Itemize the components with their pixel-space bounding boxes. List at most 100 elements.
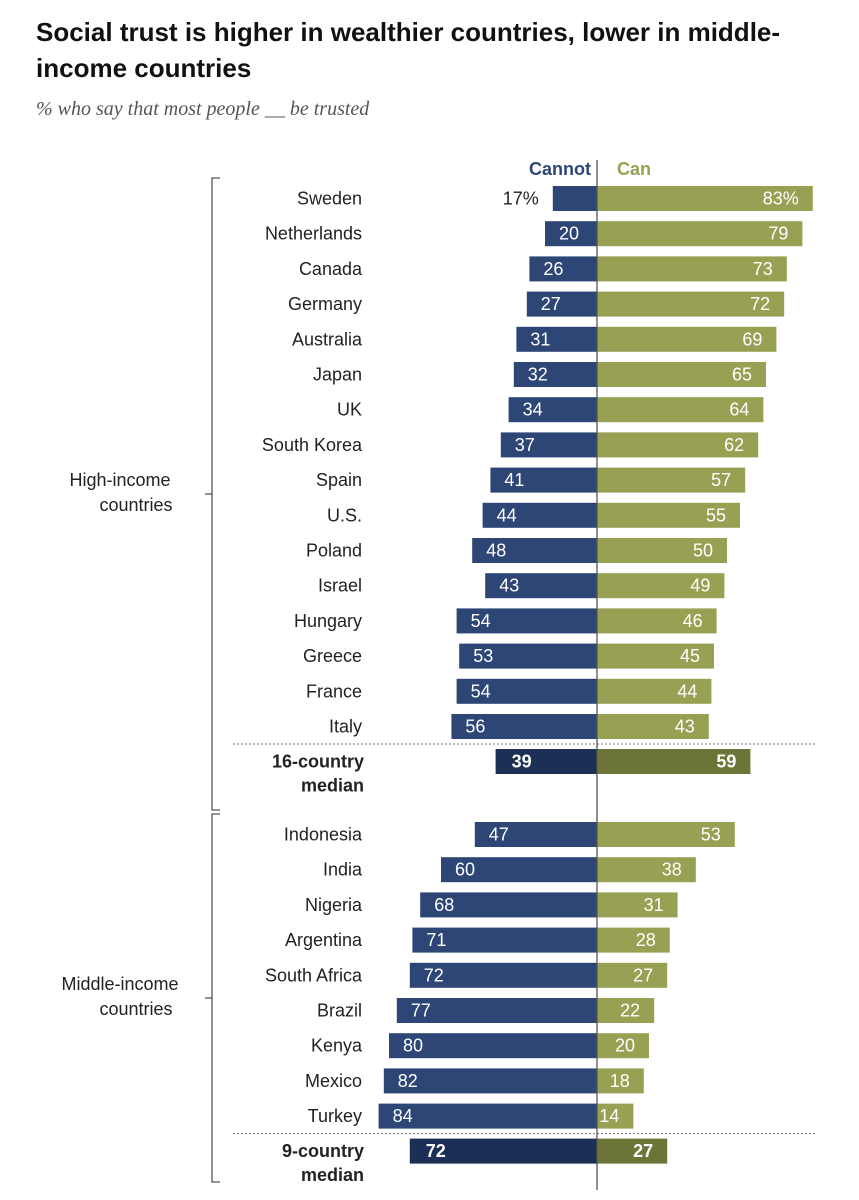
country-label: Brazil — [317, 1001, 362, 1021]
bar-cannot-middle-income — [378, 1103, 597, 1129]
country-label: Mexico — [305, 1071, 362, 1091]
value-label-can: 83% — [763, 189, 799, 209]
value-label-cannot: 44 — [497, 505, 517, 525]
country-label: Spain — [316, 470, 362, 490]
bar-can-middle-income — [597, 1103, 634, 1129]
bar-cannot-high-income — [500, 432, 597, 458]
value-label-cannot: 54 — [471, 681, 491, 701]
value-label-cannot: 31 — [530, 329, 550, 349]
bar-cannot-high-income — [513, 362, 597, 387]
bar-cannot-high-income — [508, 397, 597, 423]
group-label: countries — [99, 999, 172, 1019]
value-label-can-median: 27 — [633, 1141, 653, 1161]
bar-can-high-income — [597, 326, 777, 352]
value-label-cannot: 17% — [503, 189, 539, 209]
bar-can-high-income — [597, 714, 709, 739]
value-label-cannot: 27 — [541, 294, 561, 314]
group-label: Middle-income — [61, 974, 178, 994]
country-label: U.S. — [327, 505, 362, 525]
value-label-can: 49 — [690, 576, 710, 596]
value-label-cannot: 37 — [515, 435, 535, 455]
value-label-can: 55 — [706, 505, 726, 525]
value-label-can: 50 — [693, 541, 713, 561]
value-label-cannot: 84 — [393, 1106, 413, 1126]
bar-cannot-high-income — [552, 186, 597, 211]
bar-can-middle-income — [597, 962, 668, 988]
country-label: Kenya — [311, 1036, 363, 1056]
value-label-cannot: 20 — [559, 224, 579, 244]
value-label-can: 28 — [636, 930, 656, 950]
value-label-can: 27 — [633, 965, 653, 985]
median-label: 16-country — [272, 752, 364, 772]
header-cannot: Cannot — [529, 159, 591, 179]
bar-can-middle-income — [597, 998, 655, 1023]
bar-can-middle-income — [597, 1068, 644, 1094]
value-label-can: 31 — [644, 895, 664, 915]
value-label-can: 38 — [662, 860, 682, 880]
value-label-cannot: 77 — [411, 1001, 431, 1021]
country-label: Argentina — [285, 930, 363, 950]
bar-cannot-high-income — [456, 678, 597, 704]
group-bracket — [205, 813, 220, 1183]
value-label-can: 18 — [610, 1071, 630, 1091]
value-label-cannot: 43 — [499, 576, 519, 596]
value-label-can: 14 — [599, 1106, 619, 1126]
bar-cannot-high-income — [529, 256, 597, 282]
country-label: Turkey — [308, 1106, 362, 1126]
bar-can-high-income — [597, 186, 813, 211]
bar-can-middle-income — [597, 927, 670, 953]
bar-cannot-high-income — [485, 573, 597, 599]
value-label-cannot: 60 — [455, 860, 475, 880]
bar-can-high-income — [597, 397, 764, 423]
country-label: Israel — [318, 576, 362, 596]
value-label-can: 53 — [701, 825, 721, 845]
bar-cannot-middle-income — [441, 857, 597, 883]
bar-cannot-high-income — [459, 643, 597, 669]
bar-can-median — [597, 1138, 668, 1164]
value-label-can-median: 59 — [716, 752, 736, 772]
country-label: South Korea — [262, 435, 363, 455]
country-label: Germany — [288, 294, 362, 314]
value-label-can: 73 — [753, 259, 773, 279]
bar-cannot-middle-income — [389, 1033, 597, 1059]
bar-can-high-income — [597, 291, 785, 317]
bar-cannot-middle-income — [412, 927, 597, 953]
bar-can-high-income — [597, 221, 803, 247]
country-label: Greece — [303, 646, 362, 666]
value-label-can: 65 — [732, 365, 752, 385]
value-label-can: 20 — [615, 1036, 635, 1056]
bar-cannot-median — [409, 1138, 597, 1164]
header-can: Can — [617, 159, 651, 179]
country-label: Netherlands — [265, 224, 362, 244]
value-label-can: 43 — [675, 717, 695, 737]
group-bracket — [205, 177, 220, 811]
value-label-cannot: 56 — [465, 717, 485, 737]
value-label-can: 64 — [729, 400, 749, 420]
country-label: Sweden — [297, 189, 362, 209]
bar-can-high-income — [597, 538, 727, 563]
bar-can-high-income — [597, 432, 759, 458]
bar-cannot-middle-income — [396, 998, 597, 1023]
country-label: Japan — [313, 365, 362, 385]
value-label-cannot: 68 — [434, 895, 454, 915]
group-label: countries — [99, 495, 172, 515]
value-label-can: 72 — [750, 294, 770, 314]
value-label-cannot: 34 — [523, 400, 543, 420]
bar-cannot-middle-income — [420, 892, 597, 918]
bar-cannot-middle-income — [474, 822, 597, 847]
value-label-cannot: 82 — [398, 1071, 418, 1091]
bar-cannot-high-income — [456, 608, 597, 634]
value-label-cannot: 47 — [489, 825, 509, 845]
bar-can-middle-income — [597, 822, 735, 847]
value-label-can: 79 — [768, 224, 788, 244]
bar-cannot-high-income — [482, 502, 597, 528]
country-label: India — [323, 860, 363, 880]
value-label-cannot: 80 — [403, 1036, 423, 1056]
median-label: median — [301, 1165, 364, 1185]
bar-can-median — [597, 749, 751, 774]
value-label-cannot: 54 — [471, 611, 491, 631]
value-label-cannot-median: 72 — [426, 1141, 446, 1161]
value-label-can: 46 — [683, 611, 703, 631]
bar-cannot-high-income — [472, 538, 597, 563]
